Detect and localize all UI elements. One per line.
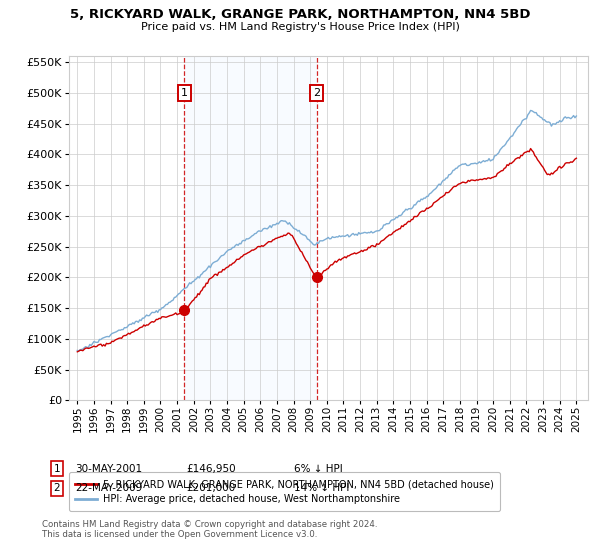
- Text: 14% ↓ HPI: 14% ↓ HPI: [294, 483, 349, 493]
- Legend: 5, RICKYARD WALK, GRANGE PARK, NORTHAMPTON, NN4 5BD (detached house), HPI: Avera: 5, RICKYARD WALK, GRANGE PARK, NORTHAMPT…: [68, 473, 500, 511]
- Text: 2: 2: [313, 88, 320, 98]
- Text: 5, RICKYARD WALK, GRANGE PARK, NORTHAMPTON, NN4 5BD: 5, RICKYARD WALK, GRANGE PARK, NORTHAMPT…: [70, 8, 530, 21]
- Text: Price paid vs. HM Land Registry's House Price Index (HPI): Price paid vs. HM Land Registry's House …: [140, 22, 460, 32]
- Text: 1: 1: [181, 88, 188, 98]
- Text: 1: 1: [53, 464, 61, 474]
- Text: 6% ↓ HPI: 6% ↓ HPI: [294, 464, 343, 474]
- Text: Contains HM Land Registry data © Crown copyright and database right 2024.
This d: Contains HM Land Registry data © Crown c…: [42, 520, 377, 539]
- Text: £201,000: £201,000: [186, 483, 235, 493]
- Text: £146,950: £146,950: [186, 464, 236, 474]
- Text: 30-MAY-2001: 30-MAY-2001: [75, 464, 142, 474]
- Text: 22-MAY-2009: 22-MAY-2009: [75, 483, 142, 493]
- Text: 2: 2: [53, 483, 61, 493]
- Bar: [184, 56, 317, 400]
